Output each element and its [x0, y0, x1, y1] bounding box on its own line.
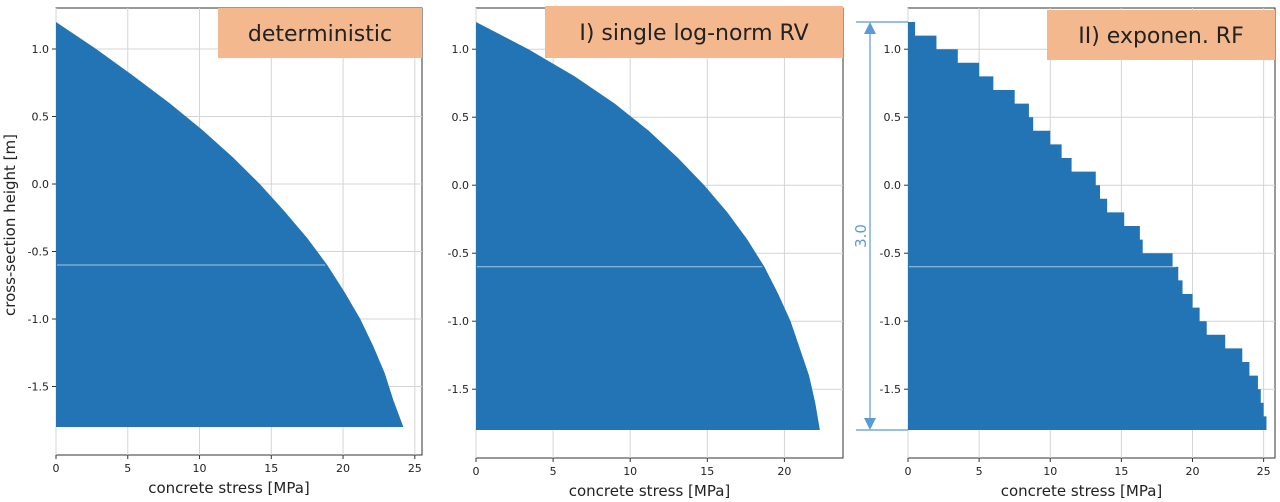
dimension-arrow-top	[864, 22, 876, 34]
x-tick-label: 0	[473, 465, 480, 478]
x-tick-label: 10	[193, 462, 207, 475]
x-tick-label: 25	[408, 462, 422, 475]
x-tick-label: 5	[550, 465, 557, 478]
panel-1-title-badge	[218, 8, 422, 58]
dimension-arrow-bottom	[864, 418, 876, 430]
y-axis-label: cross-section height [m]	[1, 134, 19, 316]
x-tick-label: 0	[53, 462, 60, 475]
y-tick-label: -1.5	[448, 383, 469, 396]
panel-2-title: I) single log-norm RV	[579, 21, 808, 46]
x-tick-label: 20	[336, 462, 350, 475]
panel-1-stress-area	[56, 22, 404, 427]
panel-2-stress-area	[476, 22, 820, 430]
y-tick-label: -1.0	[880, 315, 901, 328]
x-tick-label: 20	[1185, 465, 1199, 478]
panel-2-title-badge	[545, 6, 843, 58]
y-tick-label: -0.5	[448, 247, 469, 260]
y-tick-label: -0.5	[28, 246, 49, 259]
x-axis-label: concrete stress [MPa]	[569, 482, 731, 500]
y-tick-label: 0.5	[32, 111, 50, 124]
y-tick-label: 1.0	[32, 43, 50, 56]
y-tick-label: 0.0	[32, 178, 50, 191]
y-tick-label: -1.0	[28, 313, 49, 326]
y-tick-label: 0.5	[884, 111, 902, 124]
x-axis-label: concrete stress [MPa]	[1001, 482, 1163, 500]
y-tick-label: 0.5	[452, 111, 470, 124]
panel-1-title: deterministic	[248, 22, 392, 47]
x-tick-label: 0	[905, 465, 912, 478]
x-tick-label: 20	[777, 465, 791, 478]
x-tick-label: 25	[1257, 465, 1271, 478]
y-tick-label: -1.0	[448, 315, 469, 328]
y-tick-label: -0.5	[880, 247, 901, 260]
y-tick-label: 0.0	[884, 179, 902, 192]
x-tick-label: 15	[264, 462, 278, 475]
x-tick-label: 15	[1114, 465, 1128, 478]
x-tick-label: 10	[623, 465, 637, 478]
panel-3-title: II) exponen. RF	[1078, 24, 1244, 49]
x-tick-label: 5	[976, 465, 983, 478]
x-axis-label: concrete stress [MPa]	[148, 479, 310, 497]
x-tick-label: 10	[1043, 465, 1057, 478]
panel-3-stress-area	[908, 22, 1267, 430]
panel-3-title-badge	[1047, 10, 1275, 60]
y-tick-label: 0.0	[452, 179, 470, 192]
y-tick-label: 1.0	[452, 43, 470, 56]
y-tick-label: 1.0	[884, 43, 902, 56]
dimension-label: 3.0	[852, 224, 870, 248]
x-tick-label: 15	[700, 465, 714, 478]
y-tick-label: -1.5	[28, 381, 49, 394]
x-tick-label: 5	[124, 462, 131, 475]
y-tick-label: -1.5	[880, 383, 901, 396]
